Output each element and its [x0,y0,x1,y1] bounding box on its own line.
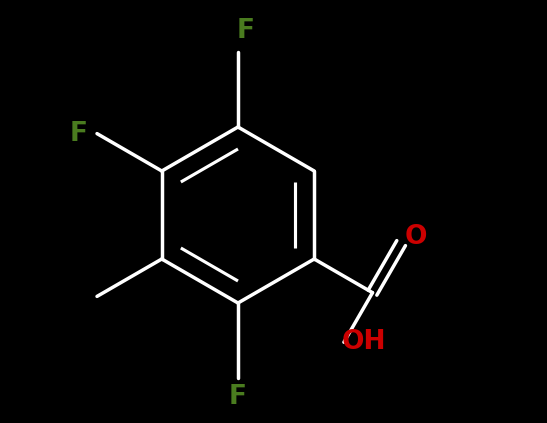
Text: F: F [236,18,254,44]
Text: F: F [69,121,88,147]
Text: F: F [229,384,247,409]
Text: OH: OH [342,329,386,355]
Text: O: O [404,224,427,250]
